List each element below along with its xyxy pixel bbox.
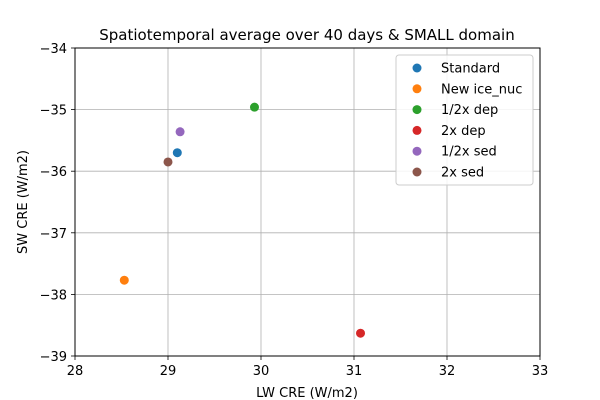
y-tick-label: −35: [40, 104, 67, 119]
legend-label: Standard: [441, 62, 500, 77]
y-axis-label: SW CRE (W/m2): [16, 150, 31, 254]
data-point: [249, 102, 259, 112]
legend-marker: [412, 167, 422, 177]
x-tick-label: 31: [346, 364, 363, 379]
legend-marker: [412, 84, 422, 94]
data-point: [175, 127, 185, 137]
x-tick-label: 32: [439, 364, 456, 379]
legend: Standard New ice_nuc 1/2x dep 2x dep 1/2x se…: [395, 54, 534, 186]
x-tick-label: 33: [532, 364, 549, 379]
x-tick-label: 30: [253, 364, 270, 379]
y-tick-label: −37: [40, 227, 67, 242]
y-tick-label: −34: [40, 42, 67, 57]
x-tick-label: 29: [160, 364, 177, 379]
legend-label: 2x dep: [441, 124, 486, 139]
plot-area-frame: [74, 47, 541, 357]
legend-box: [395, 54, 534, 186]
legend-label: 1/2x dep: [441, 103, 498, 118]
data-point: [163, 157, 173, 167]
chart-title: Spatiotemporal average over 40 days & SM…: [99, 26, 514, 44]
data-points: [119, 102, 366, 338]
legend-label: New ice_nuc: [441, 82, 522, 97]
legend-marker: [412, 63, 422, 73]
legend-marker: [412, 105, 422, 115]
data-point: [119, 275, 129, 285]
legend-marker: [412, 146, 422, 156]
y-tick-label: −36: [40, 165, 67, 180]
x-tick-label: 28: [67, 364, 84, 379]
data-point: [356, 328, 366, 338]
legend-marker: [412, 125, 422, 135]
y-tick-label: −39: [40, 350, 67, 365]
x-axis-ticks: 28 29 30 31 32 33: [67, 356, 549, 379]
y-axis-ticks: −39 −38 −37 −36 −35 −34: [40, 42, 75, 365]
y-tick-label: −38: [40, 288, 67, 303]
x-axis-label: LW CRE (W/m2): [256, 386, 358, 400]
legend-label: 2x sed: [441, 166, 484, 181]
legend-label: 1/2x sed: [441, 145, 497, 160]
data-point: [172, 148, 182, 158]
